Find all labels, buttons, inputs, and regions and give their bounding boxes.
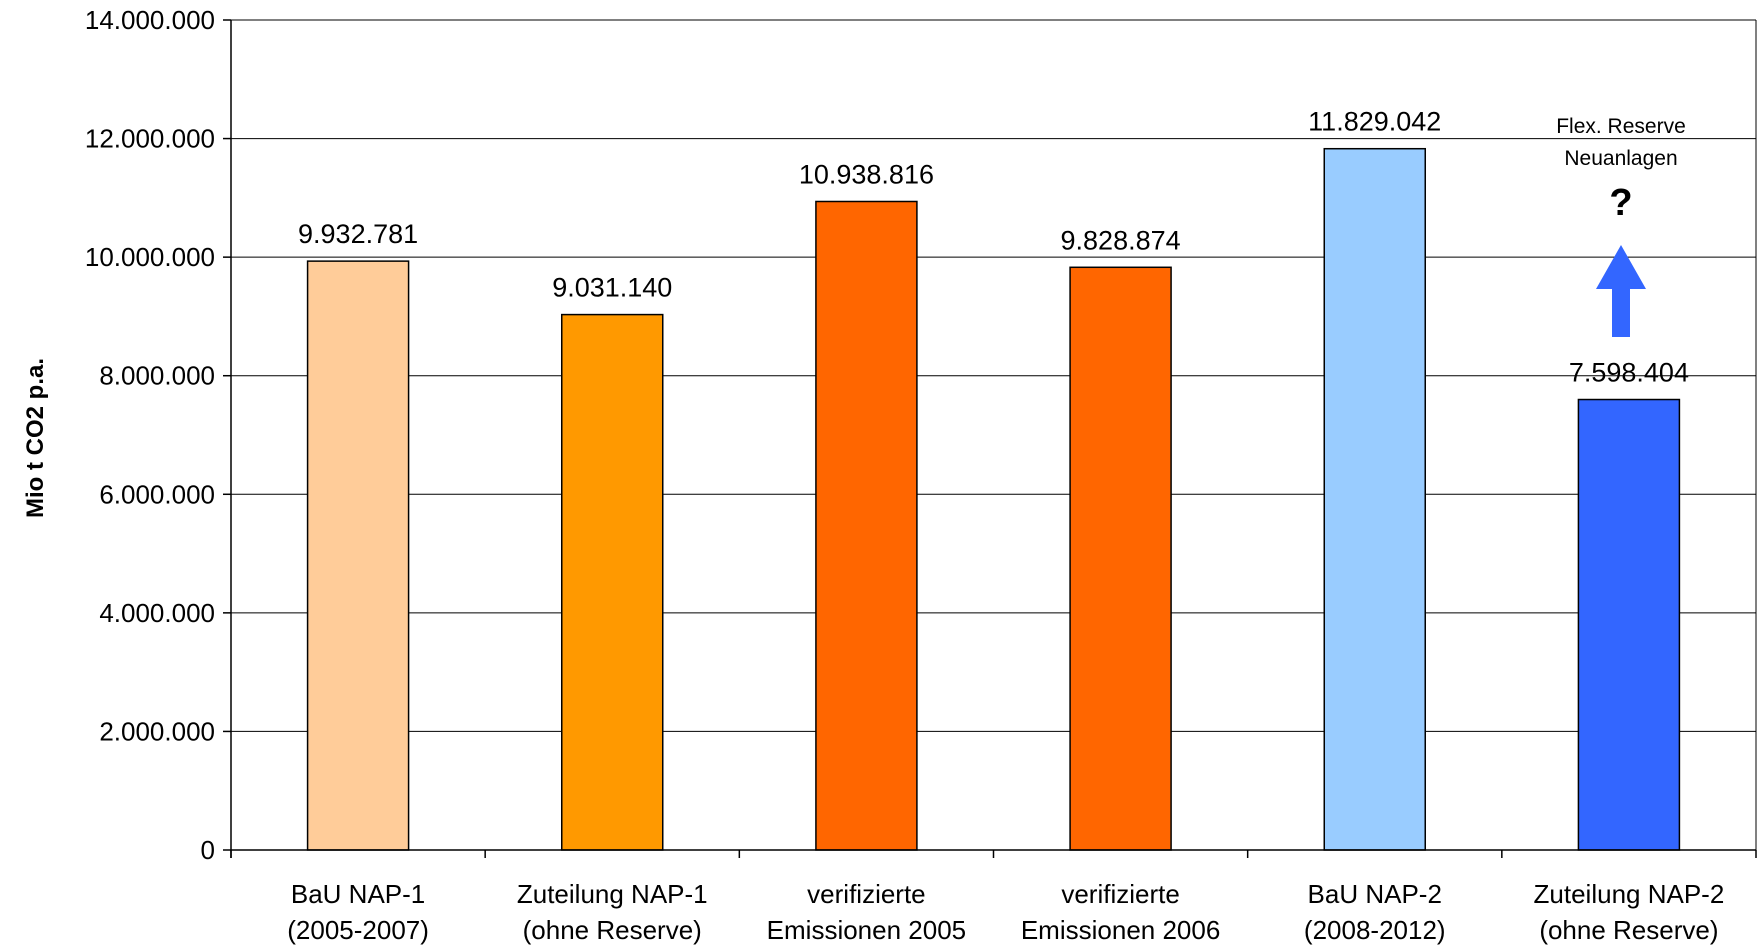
data-label: 9.828.874 [1061,225,1181,255]
x-tick-label: (ohne Reserve) [523,915,702,945]
x-tick-label: BaU NAP-1 [291,879,425,909]
y-tick-label: 14.000.000 [85,5,215,35]
data-label: 9.932.781 [298,219,418,249]
data-label: 10.938.816 [799,159,934,189]
bar [306,260,410,851]
y-tick-label: 6.000.000 [99,479,215,509]
annotation-line-1: Flex. Reserve [1556,115,1686,138]
bar [1323,147,1426,851]
data-label: 7.598.404 [1569,358,1689,388]
bar [815,200,918,851]
x-tick-label: (2005-2007) [287,915,429,945]
x-tick-label: Emissionen 2006 [1021,915,1220,945]
bars [306,147,1681,851]
y-tick-label: 8.000.000 [99,361,215,391]
annotation-line-2: Neuanlagen [1564,147,1677,170]
y-tick-label: 4.000.000 [99,598,215,628]
annotation: Flex. Reserve Neuanlagen ? [1556,115,1686,337]
y-tick-label: 2.000.000 [99,716,215,746]
x-tick-label: verifizierte [807,879,925,909]
y-tick-label: 12.000.000 [85,124,215,154]
x-tick-label: Emissionen 2005 [767,915,966,945]
x-axis: BaU NAP-1 (2005-2007) Zuteilung NAP-1 (ohne… [230,849,1757,945]
x-tick-label: (2008-2012) [1304,915,1446,945]
x-tick-label: verifizierte [1061,879,1179,909]
question-mark: ? [1609,182,1632,224]
x-tick-label: (ohne Reserve) [1539,915,1718,945]
x-tick-label: Zuteilung NAP-1 [517,879,708,909]
y-axis-title: Mio t CO2 p.a. [22,358,49,518]
data-label: 9.031.140 [552,273,672,303]
arrow-up-icon [1596,245,1646,337]
data-label: 11.829.042 [1308,107,1441,137]
bar [1069,266,1172,851]
y-tick-label: 10.000.000 [85,242,215,272]
x-tick-label: Zuteilung NAP-2 [1534,879,1725,909]
bar [1577,398,1681,851]
x-tick-label: BaU NAP-2 [1308,879,1442,909]
bar [561,313,664,851]
gridlines [231,19,1757,851]
y-axis: 0 2.000.000 4.000.000 6.000.000 8.000.000 10.… [85,5,232,865]
y-tick-label: 0 [201,835,215,865]
data-labels: 9.932.781 9.031.140 10.938.816 9.828.874 11.… [298,107,1689,388]
